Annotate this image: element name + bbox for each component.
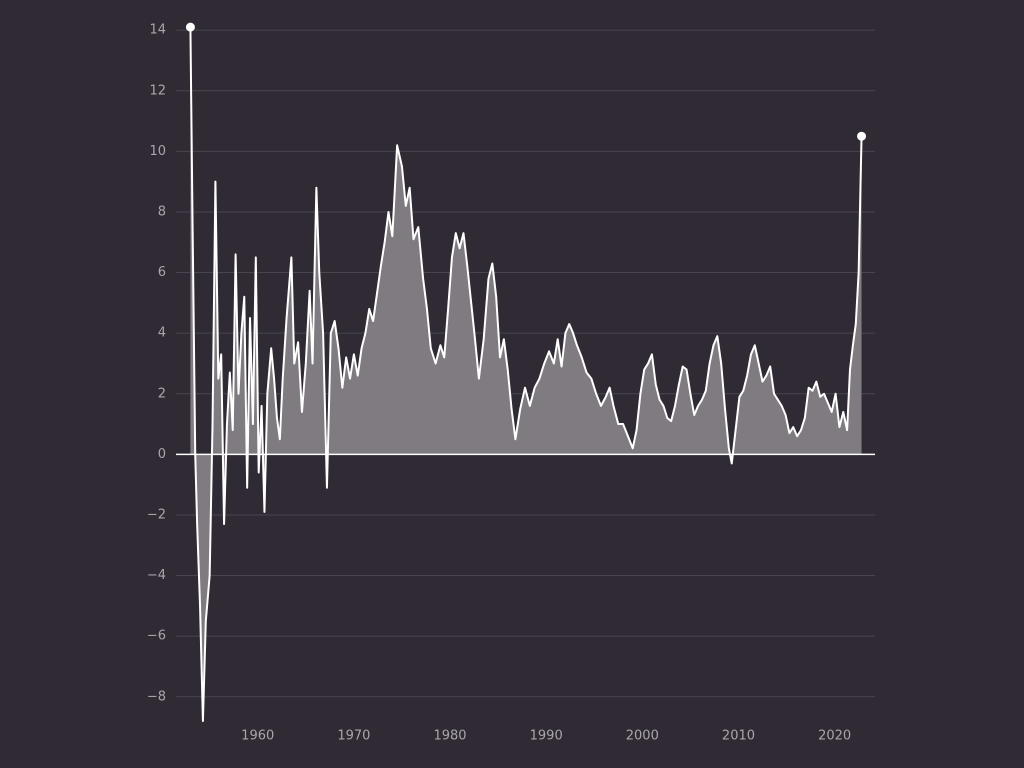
end-marker [857, 131, 867, 141]
x-tick-label: 1980 [433, 729, 466, 744]
x-tick-label: 1990 [530, 729, 563, 744]
y-tick-label: 12 [149, 83, 166, 98]
y-tick-label: −2 [147, 507, 166, 522]
y-tick-label: 14 [149, 23, 166, 38]
x-tick-label: 2010 [722, 729, 755, 744]
y-tick-label: 4 [158, 326, 166, 341]
x-tick-label: 1960 [241, 729, 274, 744]
x-tick-label: 1970 [337, 729, 370, 744]
y-tick-label: 8 [158, 204, 166, 219]
y-tick-label: 2 [158, 386, 166, 401]
y-tick-label: 0 [158, 447, 166, 462]
y-tick-label: −8 [147, 689, 166, 704]
y-tick-label: 10 [149, 144, 166, 159]
end-marker [185, 22, 195, 32]
y-tick-label: −6 [147, 629, 166, 644]
x-tick-label: 2020 [818, 729, 851, 744]
line [189, 27, 863, 722]
y-tick-label: 6 [158, 265, 166, 280]
x-tick-label: 2000 [626, 729, 659, 744]
y-tick-label: −4 [147, 568, 166, 583]
